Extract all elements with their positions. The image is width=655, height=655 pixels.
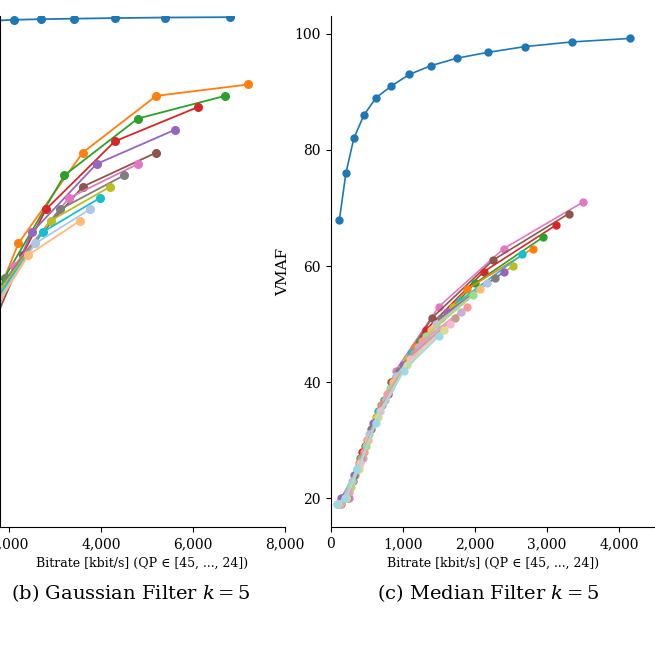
X-axis label: Bitrate [kbit/s] (QP ∈ [45, ..., 24]): Bitrate [kbit/s] (QP ∈ [45, ..., 24]): [37, 557, 248, 570]
X-axis label: Bitrate [kbit/s] (QP ∈ [45, ..., 24]): Bitrate [kbit/s] (QP ∈ [45, ..., 24]): [387, 557, 599, 570]
Text: (b) Gaussian Filter $k = 5$: (b) Gaussian Filter $k = 5$: [11, 582, 251, 604]
Y-axis label: VMAF: VMAF: [276, 248, 291, 296]
Text: (c) Median Filter $k = 5$: (c) Median Filter $k = 5$: [377, 582, 599, 604]
